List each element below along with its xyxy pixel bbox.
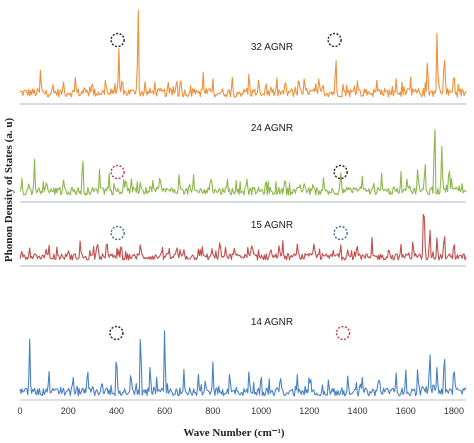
- x-tick-label: 400: [109, 406, 124, 416]
- peak-marker-circle: [335, 325, 351, 341]
- peak-marker-circle: [110, 32, 125, 48]
- series-label: 15 AGNR: [251, 220, 293, 231]
- x-tick-label: 600: [157, 406, 172, 416]
- peak-marker-circle: [110, 225, 125, 241]
- peak-marker-circle: [327, 32, 342, 48]
- panel-separators: [20, 103, 466, 267]
- peak-marker-circle: [333, 225, 348, 241]
- x-tick-label: 800: [205, 406, 220, 416]
- x-tick-label: 1400: [347, 406, 367, 416]
- series-line-24-agnr: [19, 129, 467, 196]
- x-tick-label: 1800: [444, 406, 464, 416]
- series-label: 24 AGNR: [251, 123, 293, 134]
- panel-labels: 32 AGNR 24 AGNR 15 AGNR 14 AGNR: [251, 42, 293, 328]
- series-label: 32 AGNR: [251, 42, 293, 53]
- series-line-15-agnr: [19, 213, 467, 261]
- x-tick-label: 1200: [299, 406, 319, 416]
- peak-markers: [109, 32, 351, 341]
- peak-marker-circle: [109, 325, 124, 341]
- x-tick-label: 1600: [396, 406, 416, 416]
- x-tick-labels: 0 200 400 600 800 1000 1200 1400 1600 1800: [17, 406, 463, 416]
- series-line-32-agnr: [19, 9, 467, 98]
- series-line-14-agnr: [19, 330, 467, 397]
- series-label: 14 AGNR: [251, 317, 293, 328]
- y-axis-title: Phonon Density of States (a. u): [3, 118, 15, 263]
- x-tick-label: 0: [17, 406, 22, 416]
- x-tick-label: 1000: [251, 406, 271, 416]
- peak-marker-circle: [333, 164, 348, 180]
- spectra: [19, 9, 467, 397]
- x-axis-title: Wave Number (cm⁻¹): [183, 427, 284, 439]
- x-tick-label: 200: [61, 406, 76, 416]
- peak-marker-circle: [110, 164, 125, 180]
